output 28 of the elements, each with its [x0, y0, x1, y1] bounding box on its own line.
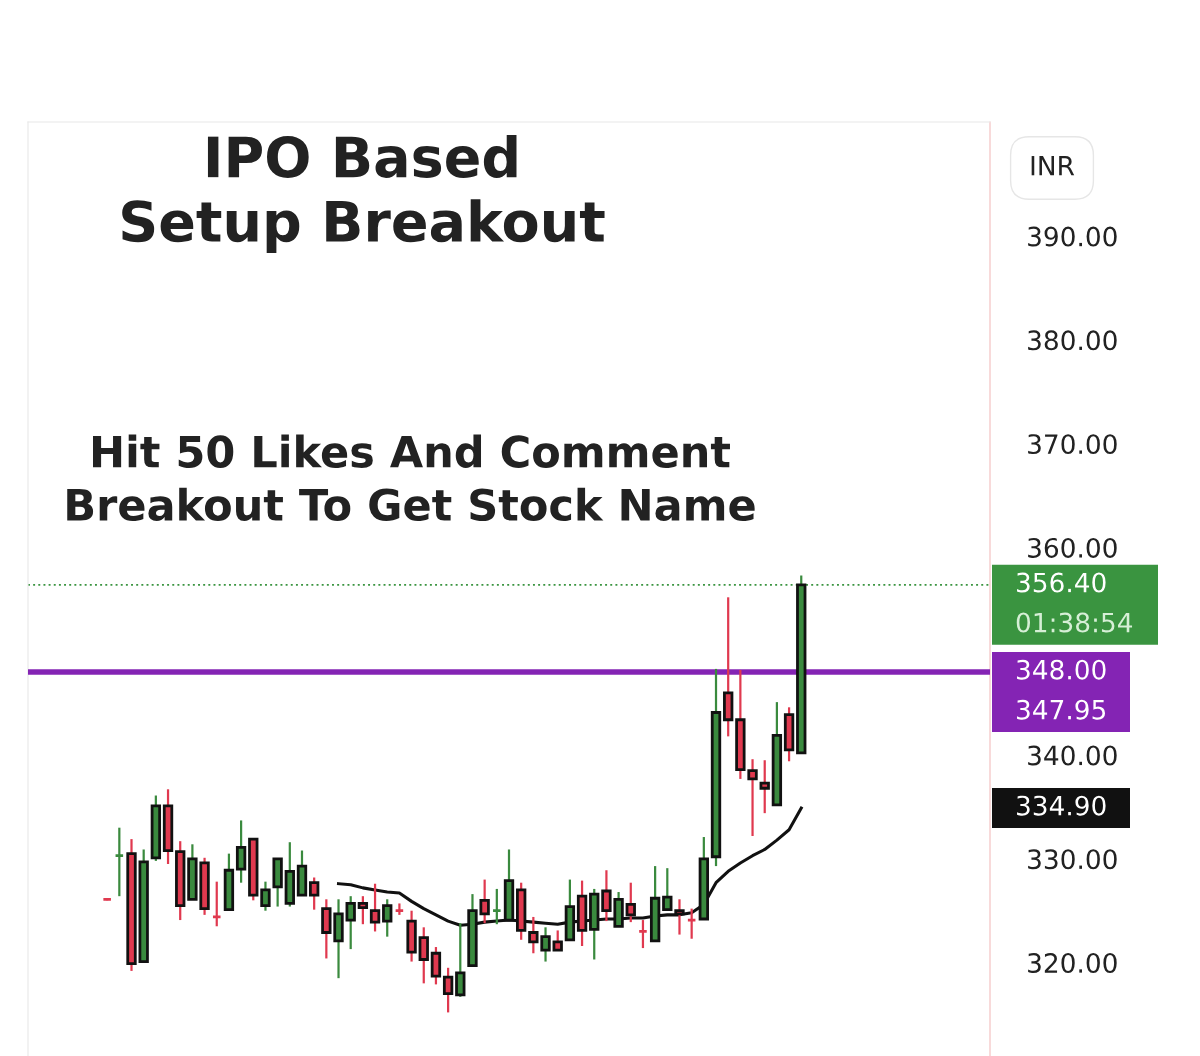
ref-line-label: 356.40: [1017, 572, 1106, 593]
candlestick: [260, 880, 271, 912]
text: 347.95: [1017, 699, 1106, 720]
y-tick-label: 370.00: [1028, 434, 1117, 455]
y-tick-label: 360.00: [1028, 537, 1117, 558]
candlestick: [345, 895, 356, 951]
candlestick: [442, 966, 454, 1014]
candlestick: [552, 929, 563, 952]
candlestick: [418, 926, 429, 985]
candlestick: [357, 895, 369, 926]
y-tick-label: 330.00: [1028, 849, 1117, 870]
text: 334.90: [1017, 795, 1106, 816]
candlestick: [430, 945, 442, 986]
y-tick-label: 320.00: [1028, 953, 1117, 973]
text: INR: [1031, 156, 1075, 176]
text: Hit 50 Likes And Comment Breakout To Get Stock Name: [67, 434, 755, 522]
candlestick: [759, 759, 770, 815]
candlestick: [235, 819, 247, 884]
candlestick: [382, 898, 393, 938]
candlestick: [309, 876, 320, 911]
candlestick: [662, 867, 673, 912]
text: IPO Based Setup Breakout: [122, 134, 605, 254]
text: 01:38:54: [1016, 612, 1133, 633]
y-tick-label: 390.00: [1028, 226, 1117, 247]
y-tick-label: 380.00: [1028, 330, 1117, 351]
candlestick: [625, 881, 636, 924]
ref-line-label: 348.00: [1017, 659, 1106, 680]
y-tick-label: 340.00: [1028, 745, 1117, 766]
